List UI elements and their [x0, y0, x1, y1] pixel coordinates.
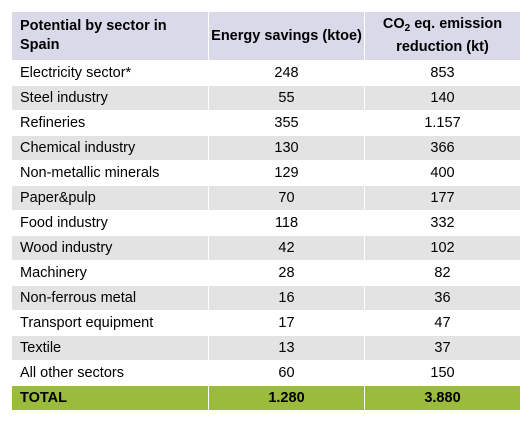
- row-sector: Refineries: [11, 110, 209, 136]
- total-label: TOTAL: [11, 385, 209, 411]
- table-row: Steel industry 55 140: [11, 85, 521, 111]
- row-co2: 37: [364, 335, 521, 361]
- row-co2: 332: [364, 210, 521, 236]
- row-energy: 118: [208, 210, 365, 236]
- row-sector: Transport equipment: [11, 310, 209, 336]
- table-row: Food industry 118 332: [11, 210, 521, 236]
- row-co2: 177: [364, 185, 521, 211]
- row-sector: Steel industry: [11, 85, 209, 111]
- row-energy: 16: [208, 285, 365, 311]
- row-co2: 47: [364, 310, 521, 336]
- row-co2: 150: [364, 360, 521, 386]
- row-energy: 17: [208, 310, 365, 336]
- table-row: Textile 13 37: [11, 335, 521, 361]
- row-energy: 130: [208, 135, 365, 161]
- row-sector: Food industry: [11, 210, 209, 236]
- header-row: Potential by sector in Spain Energy savi…: [11, 11, 521, 61]
- table-row: Non-metallic minerals 129 400: [11, 160, 521, 186]
- row-sector: Textile: [11, 335, 209, 361]
- row-energy: 60: [208, 360, 365, 386]
- row-co2: 36: [364, 285, 521, 311]
- header-co2-suffix: eq. emission reduction (kt): [396, 16, 503, 55]
- row-sector: Machinery: [11, 260, 209, 286]
- row-co2: 82: [364, 260, 521, 286]
- header-co2-reduction: CO2 eq. emission reduction (kt): [364, 11, 521, 61]
- total-energy: 1.280: [208, 385, 365, 411]
- total-co2: 3.880: [364, 385, 521, 411]
- row-energy: 248: [208, 60, 365, 86]
- header-energy-savings: Energy savings (ktoe): [208, 11, 365, 61]
- row-sector: Non-metallic minerals: [11, 160, 209, 186]
- row-co2: 853: [364, 60, 521, 86]
- row-energy: 129: [208, 160, 365, 186]
- row-sector: Electricity sector*: [11, 60, 209, 86]
- row-sector: Wood industry: [11, 235, 209, 261]
- row-co2: 366: [364, 135, 521, 161]
- table-row: Wood industry 42 102: [11, 235, 521, 261]
- table-row: Non-ferrous metal 16 36: [11, 285, 521, 311]
- table-row: Machinery 28 82: [11, 260, 521, 286]
- row-co2: 140: [364, 85, 521, 111]
- table-row: Chemical industry 130 366: [11, 135, 521, 161]
- row-energy: 42: [208, 235, 365, 261]
- row-co2: 1.157: [364, 110, 521, 136]
- row-energy: 28: [208, 260, 365, 286]
- header-sector: Potential by sector in Spain: [11, 11, 209, 61]
- row-co2: 400: [364, 160, 521, 186]
- table-row: Refineries 355 1.157: [11, 110, 521, 136]
- table-row: Paper&pulp 70 177: [11, 185, 521, 211]
- row-sector: Paper&pulp: [11, 185, 209, 211]
- row-energy: 70: [208, 185, 365, 211]
- row-energy: 13: [208, 335, 365, 361]
- row-energy: 355: [208, 110, 365, 136]
- row-co2: 102: [364, 235, 521, 261]
- row-energy: 55: [208, 85, 365, 111]
- header-co2-subscript: 2: [404, 23, 411, 34]
- table-row: Transport equipment 17 47: [11, 310, 521, 336]
- table-row: All other sectors 60 150: [11, 360, 521, 386]
- table-row: Electricity sector* 248 853: [11, 60, 521, 86]
- row-sector: Chemical industry: [11, 135, 209, 161]
- row-sector: Non-ferrous metal: [11, 285, 209, 311]
- header-co2-prefix: CO: [382, 16, 405, 32]
- row-sector: All other sectors: [11, 360, 209, 386]
- sector-potential-table: Potential by sector in Spain Energy savi…: [11, 11, 521, 411]
- total-row: TOTAL 1.280 3.880: [11, 385, 521, 411]
